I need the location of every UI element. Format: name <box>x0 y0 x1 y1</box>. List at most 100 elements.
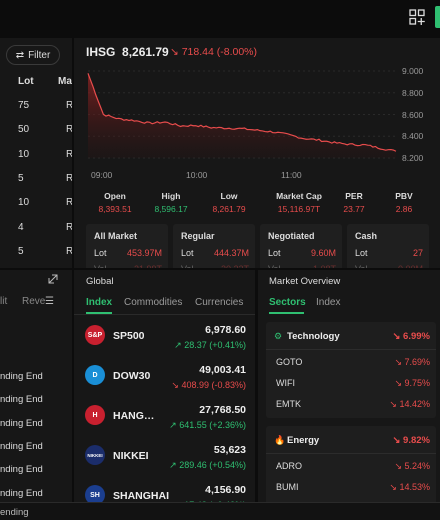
index-price: 4,156.90 <box>205 484 246 496</box>
status-cell: nding End <box>0 464 43 476</box>
index-name: SP500 <box>113 330 145 342</box>
market-card-title: Negotiated <box>268 231 315 241</box>
global-panel: Global Index Commodities Currencies S&P SP5… <box>74 270 255 502</box>
sector-change: ↘ 6.99% <box>392 331 430 342</box>
market-card-key: Val <box>181 264 193 268</box>
stat-label: Market Cap <box>276 191 322 201</box>
stat-label: PER <box>345 191 363 201</box>
active-tab-indicator <box>86 312 112 314</box>
filter-button[interactable]: ⇄ Filter <box>6 45 60 65</box>
stat-label: PBV <box>395 191 413 201</box>
market-card-key: Lot <box>181 248 194 258</box>
lot-cell: 5 <box>18 172 24 184</box>
x-axis-tick: 09:00 <box>91 170 113 180</box>
y-axis-tick: 8.400 <box>402 131 424 142</box>
status-cell: nding End <box>0 487 43 499</box>
ihsg-intraday-chart[interactable] <box>74 38 440 268</box>
top-bar <box>0 0 440 36</box>
market-card-value: 9.60M <box>310 248 336 258</box>
stock-code[interactable]: GOTO <box>276 357 303 367</box>
layout-grid-icon[interactable] <box>409 9 425 25</box>
price-area <box>88 73 396 158</box>
market-card-title: Regular <box>181 231 215 241</box>
sector-card-technology[interactable]: ⚙ Technology ↘ 6.99% GOTO ↘ 7.69% WIFI ↘ 9.75%… <box>266 322 436 418</box>
y-axis-tick: 8.800 <box>402 87 424 98</box>
tab-sectors[interactable]: Sectors <box>269 297 306 308</box>
stock-change: ↘ 14.42% <box>389 399 430 409</box>
stat-value: 8,393.51 <box>98 204 132 214</box>
index-row-sp500[interactable]: S&P SP500 6,978.60 ↗ 28.37 (+0.41%) <box>74 320 255 360</box>
side-tab-handle[interactable] <box>435 6 440 28</box>
lot-column-header: Lot <box>18 76 34 87</box>
status-cell: nding End <box>0 394 43 406</box>
market-card-key: Val <box>268 264 280 268</box>
price-cell: R <box>66 148 72 160</box>
y-axis-tick: 8.600 <box>402 109 424 120</box>
market-card-value: 27 <box>412 248 423 258</box>
market-card-key: Lot <box>94 248 107 258</box>
stock-code[interactable]: BUMI <box>276 482 299 492</box>
y-axis-tick: 8.200 <box>402 153 424 163</box>
table-row[interactable]: 50 R <box>0 118 72 141</box>
tab-index[interactable]: Index <box>316 297 341 308</box>
stock-code[interactable]: EMTK <box>276 399 302 409</box>
table-row[interactable]: 10 R <box>0 143 72 166</box>
market-card[interactable]: All Market Lot 453.97M Val 21.99T <box>86 224 168 268</box>
menu-icon[interactable]: ☰ <box>45 296 54 307</box>
market-card-title: All Market <box>94 231 138 241</box>
market-card[interactable]: Regular Lot 444.37M Val 20.22T <box>173 224 255 268</box>
index-row-shanghai[interactable]: SH SHANGHAI 4,156.90 ↗ 17.48 (+0.42%) <box>74 480 255 502</box>
stat-market-cap: Market Cap 15,116.97T <box>264 191 334 214</box>
status-text: ending <box>0 507 29 518</box>
index-name: DOW30 <box>113 370 151 382</box>
stat-open: Open 8,393.51 <box>88 191 142 214</box>
tab-index[interactable]: Index <box>86 297 113 308</box>
stat-label: Low <box>220 191 238 201</box>
sector-divider <box>266 349 436 350</box>
x-axis-tick: 11:00 <box>281 170 302 180</box>
market-card[interactable]: Negotiated Lot 9.60M Val 1.08T <box>260 224 342 268</box>
market-card-value: 21.99T <box>134 264 162 268</box>
index-change: ↘ 718.44 (-8.00%) <box>170 46 258 58</box>
order-list-panel: ⇄ Filter Lot Ma 75 R 50 R 10 R 5 R 10 R 4 R 5 R <box>0 38 72 268</box>
market-card-title: Cash <box>355 231 378 241</box>
sp500-logo-icon: S&P <box>85 325 105 345</box>
dow30-logo-icon: D <box>85 365 105 385</box>
stock-code[interactable]: WIFI <box>276 378 295 388</box>
expand-icon[interactable] <box>48 274 58 284</box>
index-row-hang[interactable]: H HANG… 27,768.50 ↗ 641.55 (+2.36%) <box>74 400 255 440</box>
stat-high: High 8,596.17 <box>144 191 198 214</box>
index-price: 8,261.79 <box>122 45 169 59</box>
tab-commodities[interactable]: Commodities <box>124 297 183 308</box>
stat-per: PER 23.77 <box>332 191 376 214</box>
x-axis-tick: 10:00 <box>186 170 208 180</box>
market-overview-title: Market Overview <box>269 276 341 287</box>
stat-label: Open <box>104 191 126 201</box>
stock-code[interactable]: ADRO <box>276 461 303 471</box>
stock-change: ↘ 7.69% <box>394 357 430 367</box>
sector-card-energy[interactable]: 🔥 Energy ↘ 9.82% ADRO ↘ 5.24% BUMI ↘ 14.53% <box>266 426 436 502</box>
revenue-col-header: Reve <box>22 296 46 307</box>
hang-logo-icon: H <box>85 405 105 425</box>
market-card-key: Val <box>94 264 106 268</box>
index-row-dow30[interactable]: D DOW30 49,003.41 ↘ 408.99 (-0.83%) <box>74 360 255 400</box>
index-price: 27,768.50 <box>199 404 246 416</box>
index-row-nikkei[interactable]: NIKKEI NIKKEI 53,623 ↗ 289.46 (+0.54%) <box>74 440 255 480</box>
market-card[interactable]: Cash Lot 27 Val 0.00M <box>347 224 429 268</box>
table-row[interactable]: 10 R <box>0 191 72 214</box>
table-row[interactable]: 75 R <box>0 94 72 117</box>
sector-name: Energy <box>287 435 320 446</box>
stat-low: Low 8,261.79 <box>202 191 256 214</box>
market-card-value: 0.00M <box>398 264 423 268</box>
stat-value: 2.86 <box>395 204 413 214</box>
technology-icon: ⚙ <box>274 331 283 341</box>
stat-value: 8,596.17 <box>154 204 188 214</box>
index-price: 53,623 <box>213 444 246 456</box>
tab-currencies[interactable]: Currencies <box>195 297 244 308</box>
stock-change: ↘ 14.53% <box>389 482 430 492</box>
sector-name: Technology <box>287 331 340 342</box>
